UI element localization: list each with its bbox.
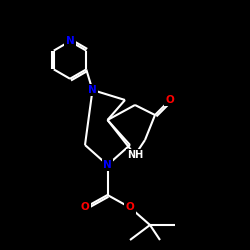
Text: N: N [88,85,97,95]
Text: O: O [166,95,174,105]
Text: O: O [80,202,90,212]
Text: O: O [126,202,134,212]
Text: N: N [103,160,112,170]
Text: NH: NH [127,150,143,160]
Text: N: N [66,36,74,46]
